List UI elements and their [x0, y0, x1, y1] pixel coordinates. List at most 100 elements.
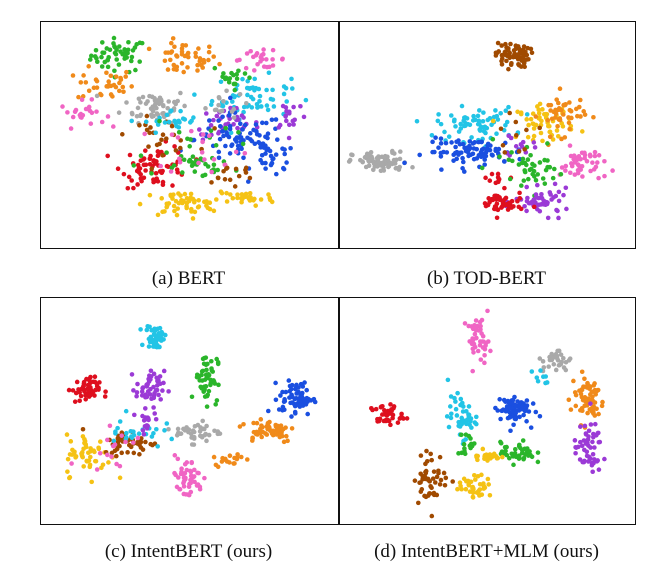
scatter-point: [129, 372, 135, 377]
scatter-point: [391, 157, 397, 163]
scatter-point: [94, 78, 100, 84]
caption-tod-bert: (b) TOD-BERT: [426, 268, 546, 289]
scatter-point: [511, 462, 516, 468]
scatter-point: [153, 416, 159, 422]
cluster-11: [172, 453, 207, 498]
scatter-point: [215, 167, 220, 173]
scatter-point: [450, 479, 455, 484]
scatter-point: [114, 47, 119, 53]
scatter-point: [251, 127, 256, 133]
scatter-point: [121, 171, 127, 177]
scatter-point: [163, 332, 168, 338]
scatter-point: [453, 124, 458, 129]
scatter-point: [515, 198, 520, 204]
scatter-point: [289, 426, 295, 431]
scatter-point: [428, 483, 433, 489]
scatter-point: [227, 460, 232, 465]
scatter-point: [525, 157, 531, 162]
scatter-point: [234, 76, 240, 82]
scatter-point: [484, 125, 490, 131]
scatter-point: [554, 97, 559, 102]
scatter-point: [555, 356, 560, 361]
scatter-point: [130, 48, 136, 53]
scatter-point: [358, 157, 363, 163]
scatter-point: [202, 475, 207, 481]
scatter-point: [590, 469, 595, 475]
scatter-point: [414, 118, 420, 124]
scatter-point: [522, 160, 528, 166]
scatter-point: [134, 393, 139, 399]
scatter-point: [274, 432, 279, 437]
scatter-point: [166, 99, 171, 104]
scatter-point: [291, 122, 296, 127]
scatter-point: [228, 130, 234, 136]
scatter-point: [174, 123, 179, 129]
scatter-point: [154, 105, 159, 111]
scatter-point: [474, 490, 480, 495]
scatter-point: [169, 132, 175, 137]
scatter-point: [208, 128, 214, 134]
scatter-point: [150, 337, 155, 343]
scatter-point: [557, 86, 563, 91]
scatter-point: [438, 136, 444, 141]
scatter-point: [500, 203, 505, 209]
scatter-point: [137, 201, 143, 207]
scatter-point: [124, 100, 129, 105]
scatter-point: [211, 162, 217, 168]
scatter-point: [115, 166, 121, 171]
scatter-point: [477, 128, 483, 133]
cluster-7: [234, 47, 285, 73]
scatter-point: [296, 385, 301, 390]
scatter-point: [245, 92, 250, 98]
scatter-point: [531, 121, 536, 127]
scatter-point: [524, 112, 530, 117]
scatter-point: [136, 431, 142, 436]
scatter-point: [454, 139, 459, 145]
scatter-point: [459, 150, 464, 155]
scatter-point: [196, 160, 201, 166]
scatter-point: [197, 56, 203, 61]
scatter-point: [198, 156, 204, 161]
scatter-point: [215, 175, 221, 181]
scatter-point: [462, 446, 467, 451]
scatter-point: [195, 470, 200, 476]
scatter-point: [169, 108, 174, 113]
scatter-point: [495, 171, 501, 177]
scatter-point: [288, 146, 293, 151]
scatter-point: [212, 65, 218, 71]
scatter-point: [252, 76, 257, 82]
scatter-point: [147, 130, 152, 136]
scatter-point: [443, 140, 449, 146]
scatter-point: [521, 178, 527, 183]
scatter-point: [577, 104, 582, 110]
scatter-point: [172, 453, 178, 458]
scatter-point: [215, 431, 221, 437]
scatter-point: [438, 154, 444, 159]
scatter-point: [524, 398, 530, 403]
scatter-point: [171, 203, 177, 209]
scatter-point: [143, 168, 148, 173]
scatter-point: [241, 155, 246, 161]
scatter-point: [204, 438, 209, 444]
scatter-point: [211, 54, 216, 59]
scatter-point: [523, 405, 529, 411]
scatter-point: [563, 367, 569, 373]
scatter-point: [160, 182, 166, 188]
scatter-point: [246, 196, 252, 201]
scatter-point: [547, 134, 553, 140]
scatter-point: [429, 133, 435, 138]
scatter-point: [141, 418, 147, 423]
scatter-point: [192, 467, 197, 473]
scatter-point: [189, 435, 194, 440]
scatter-point: [518, 206, 524, 212]
scatter-point: [209, 358, 214, 364]
cluster-5: [166, 418, 223, 447]
scatter-point: [435, 118, 441, 124]
scatter-point: [398, 414, 404, 420]
scatter-point: [147, 156, 153, 162]
scatter-point: [216, 94, 222, 100]
scatter-point: [148, 125, 153, 130]
scatter-point: [193, 50, 198, 56]
scatter-point: [179, 49, 185, 55]
scatter-point: [484, 147, 490, 153]
